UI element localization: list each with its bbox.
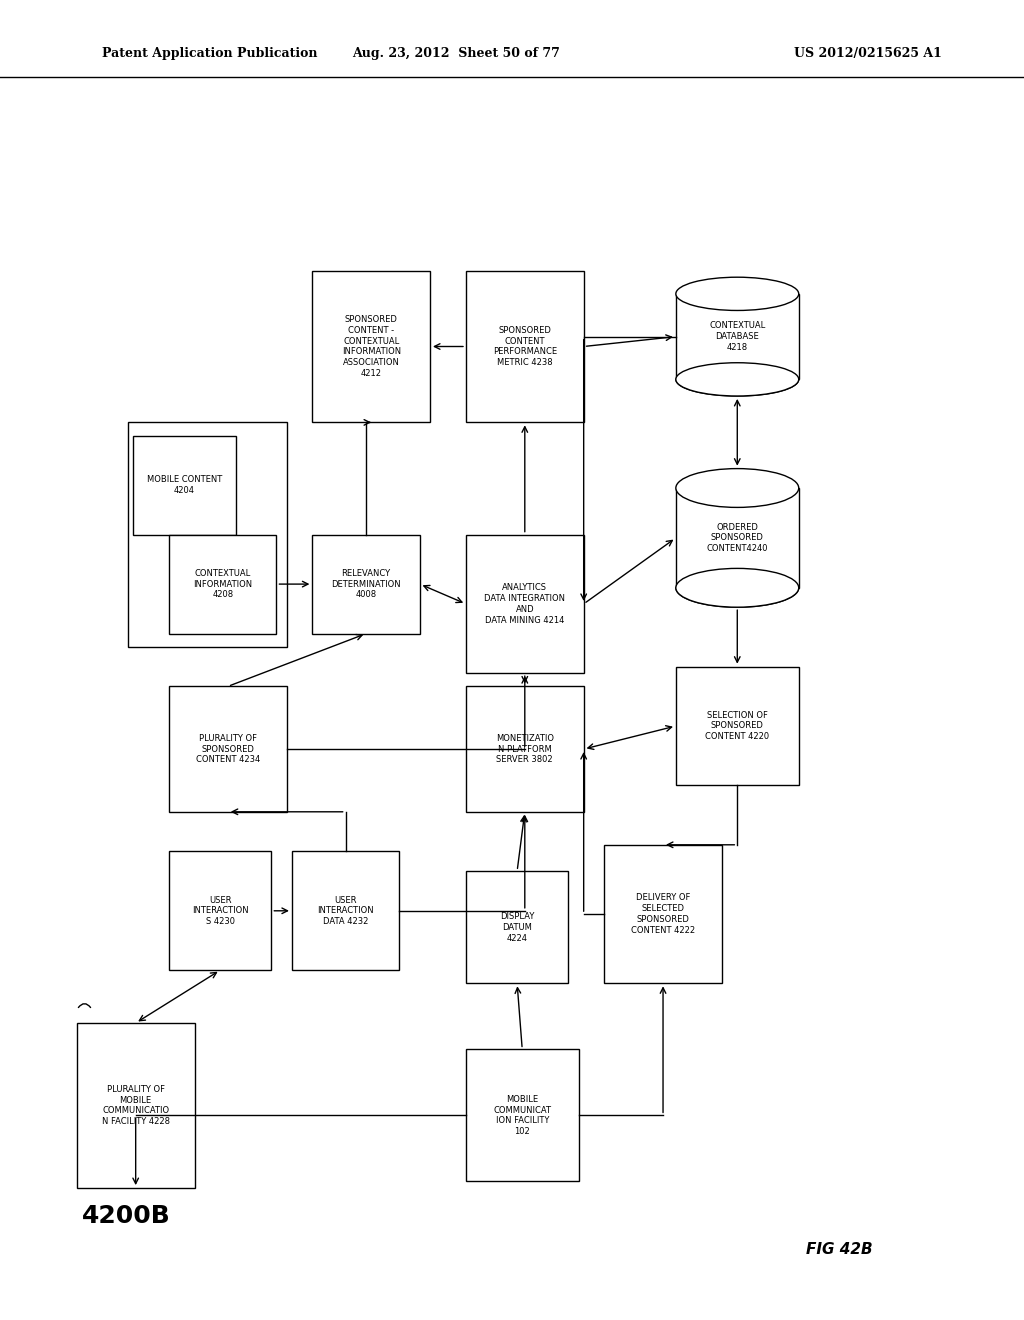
Text: MOBILE
COMMUNICAT
ION FACILITY
102: MOBILE COMMUNICAT ION FACILITY 102 [494,1094,551,1137]
FancyBboxPatch shape [292,851,399,970]
Text: ANALYTICS
DATA INTEGRATION
AND
DATA MINING 4214: ANALYTICS DATA INTEGRATION AND DATA MINI… [484,583,565,624]
FancyBboxPatch shape [604,845,722,983]
Bar [676,488,799,587]
Text: Aug. 23, 2012  Sheet 50 of 77: Aug. 23, 2012 Sheet 50 of 77 [351,46,560,59]
Text: SELECTION OF
SPONSORED
CONTENT 4220: SELECTION OF SPONSORED CONTENT 4220 [706,710,769,742]
FancyBboxPatch shape [466,271,584,422]
Ellipse shape [676,277,799,310]
Ellipse shape [676,363,799,396]
FancyBboxPatch shape [466,686,584,812]
FancyBboxPatch shape [77,1023,195,1188]
FancyBboxPatch shape [466,871,568,983]
Text: FIG 42B: FIG 42B [806,1242,873,1257]
Text: DELIVERY OF
SELECTED
SPONSORED
CONTENT 4222: DELIVERY OF SELECTED SPONSORED CONTENT 4… [631,894,695,935]
FancyBboxPatch shape [133,436,236,535]
Text: USER
INTERACTION
S 4230: USER INTERACTION S 4230 [191,895,249,927]
Text: Patent Application Publication: Patent Application Publication [102,46,317,59]
Text: USER
INTERACTION
DATA 4232: USER INTERACTION DATA 4232 [317,895,374,927]
Text: MOBILE CONTENT
4204: MOBILE CONTENT 4204 [146,475,222,495]
Text: RELEVANCY
DETERMINATION
4008: RELEVANCY DETERMINATION 4008 [332,569,400,599]
Bar [676,294,799,379]
Text: SPONSORED
CONTENT
PERFORMANCE
METRIC 4238: SPONSORED CONTENT PERFORMANCE METRIC 423… [493,326,557,367]
FancyBboxPatch shape [312,535,420,634]
Text: PLURALITY OF
SPONSORED
CONTENT 4234: PLURALITY OF SPONSORED CONTENT 4234 [196,734,260,764]
FancyBboxPatch shape [169,535,276,634]
Text: SPONSORED
CONTENT -
CONTEXTUAL
INFORMATION
ASSOCIATION
4212: SPONSORED CONTENT - CONTEXTUAL INFORMATI… [342,315,400,378]
Text: DISPLAY
DATUM
4224: DISPLAY DATUM 4224 [500,912,535,942]
Ellipse shape [676,469,799,507]
Ellipse shape [676,569,799,607]
FancyBboxPatch shape [169,851,271,970]
Text: 4200B: 4200B [82,1204,171,1228]
FancyBboxPatch shape [169,686,287,812]
Text: ORDERED
SPONSORED
CONTENT4240: ORDERED SPONSORED CONTENT4240 [707,523,768,553]
FancyBboxPatch shape [312,271,430,422]
Text: US 2012/0215625 A1: US 2012/0215625 A1 [795,46,942,59]
Text: CONTEXTUAL
DATABASE
4218: CONTEXTUAL DATABASE 4218 [710,321,765,352]
Text: MONETIZATIO
N PLATFORM
SERVER 3802: MONETIZATIO N PLATFORM SERVER 3802 [496,734,554,764]
FancyBboxPatch shape [466,1049,579,1181]
Text: CONTEXTUAL
INFORMATION
4208: CONTEXTUAL INFORMATION 4208 [194,569,252,599]
Text: PLURALITY OF
MOBILE
COMMUNICATIO
N FACILITY 4228: PLURALITY OF MOBILE COMMUNICATIO N FACIL… [101,1085,170,1126]
FancyBboxPatch shape [466,535,584,673]
FancyBboxPatch shape [676,667,799,785]
